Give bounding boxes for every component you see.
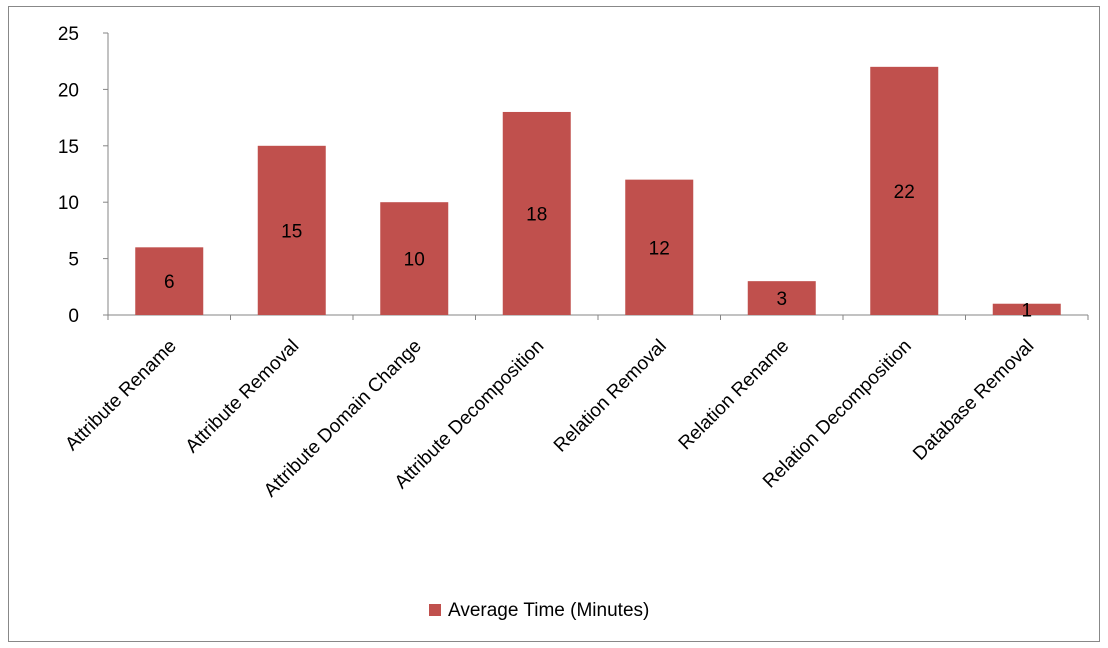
y-tick-label: 15: [58, 137, 79, 158]
y-axis-ticks: 0 5 10 15 20 25: [58, 24, 108, 327]
data-label: 3: [776, 289, 787, 310]
legend-swatch: [429, 604, 441, 616]
y-tick-label: 25: [58, 24, 79, 45]
bar: [625, 179, 694, 315]
legend-label: Average Time (Minutes): [448, 600, 649, 621]
category-label: Attribute Removal: [182, 336, 304, 458]
data-label: 1: [1021, 300, 1032, 321]
bar: [747, 281, 816, 315]
bar: [257, 145, 326, 315]
y-tick-label: 5: [68, 250, 79, 271]
chart-axes: [107, 33, 1088, 316]
bar: [870, 66, 939, 315]
data-label: 12: [649, 238, 670, 259]
bar: [380, 202, 449, 315]
data-label: 22: [894, 182, 915, 203]
category-label: Database Removal: [909, 336, 1038, 465]
chart-bars: [135, 66, 1061, 316]
bar: [502, 111, 571, 316]
chart-legend: Average Time (Minutes): [429, 600, 649, 621]
category-label: Attribute Rename: [61, 336, 180, 455]
y-tick-label: 0: [68, 306, 79, 327]
category-label: Relation Rename: [675, 336, 794, 455]
x-axis-ticks: Attribute Rename Attribute RemovalAttribu…: [61, 315, 1089, 501]
chart-data-labels: 6 15 10 18 12 3 22 1: [164, 182, 1032, 321]
data-label: 18: [526, 204, 547, 225]
data-label: 15: [281, 221, 302, 242]
y-tick-label: 20: [58, 80, 79, 101]
data-label: 10: [404, 250, 425, 271]
bar: [135, 247, 204, 315]
data-label: 6: [164, 272, 175, 293]
category-label: Relation Removal: [550, 336, 671, 457]
y-tick-label: 10: [58, 193, 79, 214]
bar: [992, 303, 1061, 315]
